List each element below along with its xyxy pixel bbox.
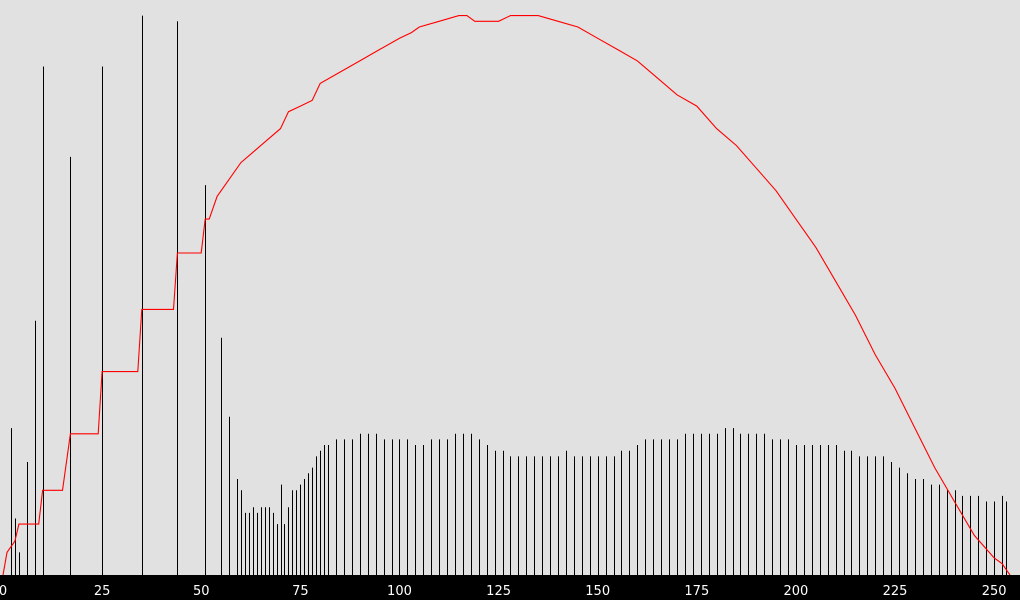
- x-tick-label: 100: [387, 584, 412, 599]
- x-tick-label: 250: [982, 584, 1007, 599]
- x-tick-label: 50: [193, 584, 210, 599]
- histogram-bars: [11, 15, 1007, 575]
- x-tick-label: 125: [486, 584, 511, 599]
- x-axis-ticks: 0 25 50 75 100 125 150 175 200 225 250: [0, 584, 1007, 599]
- x-tick-label: 0: [0, 584, 7, 599]
- x-axis-band: [0, 575, 1020, 600]
- x-tick-label: 150: [585, 584, 610, 599]
- x-tick-label: 175: [684, 584, 709, 599]
- x-tick-label: 75: [292, 584, 309, 599]
- x-tick-label: 225: [883, 584, 908, 599]
- x-tick-label: 25: [94, 584, 111, 599]
- cumulative-curve: [2, 15, 1011, 576]
- x-tick-label: 200: [784, 584, 809, 599]
